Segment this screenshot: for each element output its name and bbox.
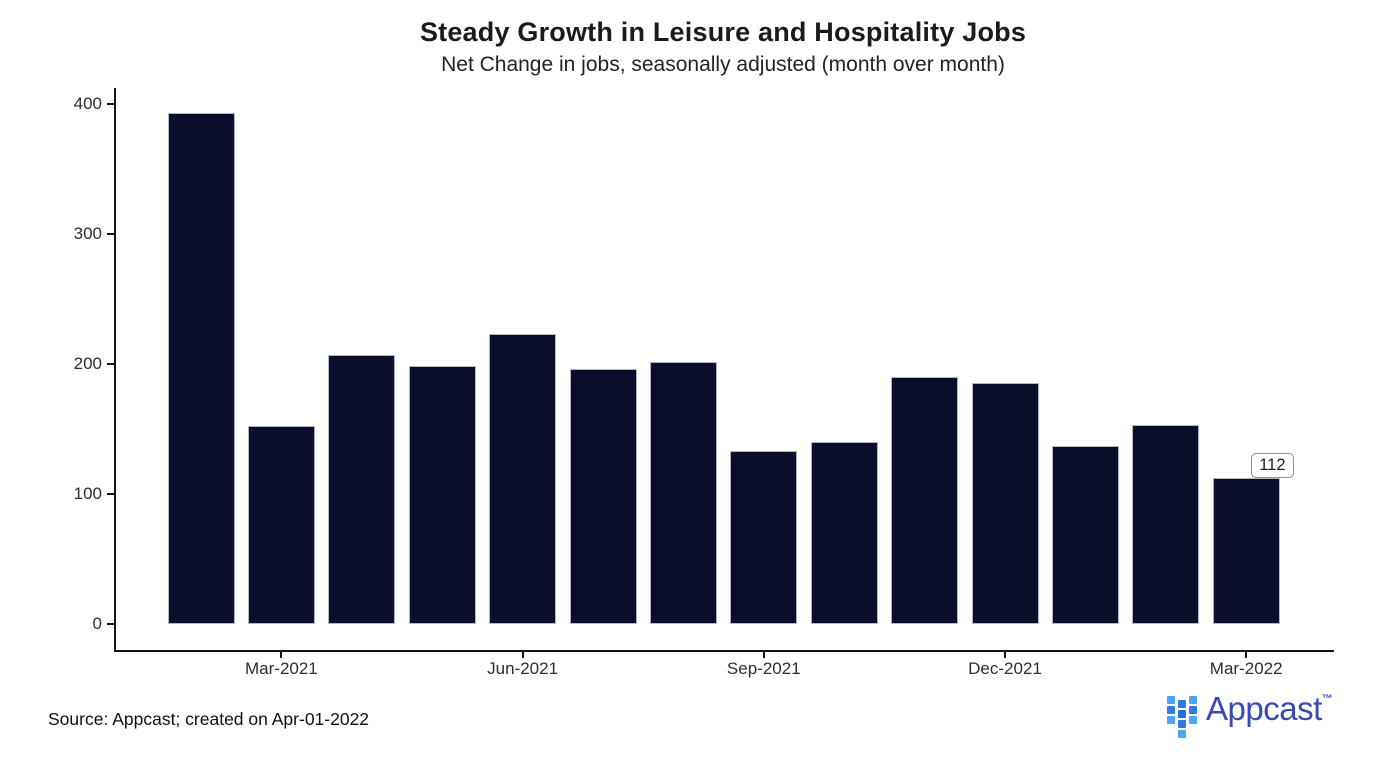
appcast-logo-icon: [1167, 696, 1201, 740]
page-subtitle: Net Change in jobs, seasonally adjusted …: [441, 53, 1005, 77]
y-axis-tick: [107, 623, 116, 625]
x-axis-tick: [1245, 650, 1248, 658]
bar-Jul-2021: [569, 368, 637, 624]
y-axis-tick: [107, 492, 116, 495]
chart-header: Steady Growth in Leisure and Hospitality…: [114, 16, 1332, 78]
bar-Nov-2021: [891, 376, 959, 624]
bar-Jan-2022: [1051, 445, 1119, 624]
y-tick-label: 100: [73, 483, 102, 503]
x-tick-label: Sep-2021: [726, 659, 801, 678]
logo-square: [1189, 706, 1197, 714]
bar-Oct-2021: [810, 441, 878, 624]
bar-May-2021: [408, 366, 476, 624]
bar-Feb-2021: [167, 112, 235, 624]
x-tick-label: Dec-2021: [968, 659, 1042, 678]
bar-Apr-2021: [328, 354, 396, 624]
bar-Dec-2021: [971, 383, 1039, 624]
bar-Mar-2022: [1212, 478, 1280, 624]
plot-area: 0 100 200 300 400 Mar-2021 Jun-2021 Sep-2021 Dec…: [74, 88, 1334, 678]
logo-square: [1189, 696, 1197, 704]
x-axis-tick: [1004, 650, 1006, 658]
x-axis-tick: [521, 650, 524, 658]
bar-Aug-2021: [649, 362, 717, 624]
x-tick-label: Mar-2021: [245, 659, 318, 678]
bar-Mar-2021: [247, 426, 315, 624]
logo-square: [1167, 716, 1175, 724]
bar-Sep-2021: [730, 450, 798, 624]
y-tick-label: 400: [73, 93, 102, 113]
bar-Jun-2021: [489, 333, 557, 624]
x-tick-label: Jun-2021: [487, 659, 559, 678]
y-tick-label: 0: [92, 614, 102, 633]
logo-square: [1178, 700, 1186, 708]
logo-square: [1189, 716, 1197, 724]
bar-Feb-2022: [1132, 424, 1200, 624]
y-tick-label: 200: [73, 353, 102, 373]
x-tick-label: Mar-2022: [1209, 659, 1283, 678]
logo-square: [1167, 696, 1175, 704]
logo-square: [1167, 706, 1175, 714]
x-axis-tick: [762, 650, 765, 658]
appcast-wordmark-text: Appcast: [1206, 690, 1322, 727]
x-axis-tick: [280, 650, 283, 658]
y-tick-label: 300: [73, 223, 102, 243]
logo-square: [1178, 710, 1186, 718]
y-axis-tick: [107, 232, 116, 235]
source-text: Source: Appcast; created on Apr-01-2022: [48, 709, 370, 729]
trademark-symbol: ™: [1321, 693, 1333, 705]
appcast-logo: Appcast™: [1167, 690, 1367, 746]
appcast-wordmark: Appcast™: [1206, 690, 1333, 728]
page-title: Steady Growth in Leisure and Hospitality…: [419, 17, 1027, 47]
logo-square: [1178, 720, 1186, 728]
logo-square: [1178, 730, 1186, 738]
y-axis-tick: [107, 102, 116, 105]
y-axis-tick: [107, 362, 116, 365]
value-callout: 112: [1251, 453, 1294, 479]
